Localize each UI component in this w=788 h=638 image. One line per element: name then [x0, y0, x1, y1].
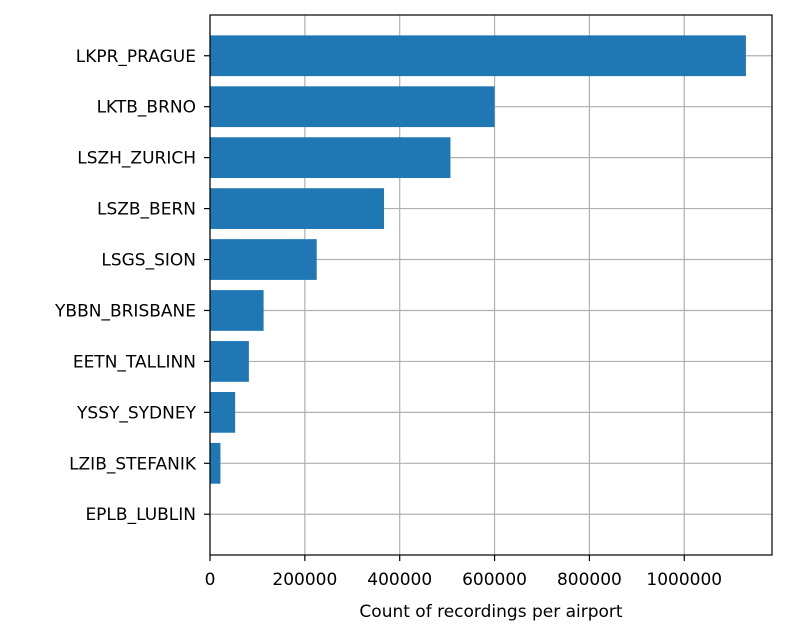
x-tick-label: 200000 — [272, 570, 337, 590]
bar-eetn-tallinn — [210, 341, 249, 382]
bar-lktb-brno — [210, 86, 495, 128]
y-tick-label: LKTB_BRNO — [97, 98, 196, 118]
bar-lszh-zurich — [210, 137, 451, 179]
axis-ticks: LKPR_PRAGUE LKTB_BRNO LSZH_ZURICH LSZB_BERN… — [54, 47, 722, 590]
bars — [210, 35, 746, 484]
bar-lkpr-prague — [210, 35, 746, 77]
y-tick-label: YBBN_BRISBANE — [54, 301, 196, 321]
y-tick-label: LKPR_PRAGUE — [76, 47, 196, 67]
bar-lzib-stefanik — [210, 442, 221, 484]
x-tick-label: 0 — [205, 570, 216, 590]
y-tick-label: EETN_TALLINN — [73, 352, 196, 372]
x-tick-label: 400000 — [367, 570, 432, 590]
x-tick-label: 1000000 — [646, 570, 722, 590]
bar-yssy-sydney — [210, 391, 236, 433]
y-tick-label: LZIB_STEFANIK — [69, 454, 197, 474]
bar-lszb-bern — [210, 188, 385, 229]
y-tick-label: EPLB_LUBLIN — [85, 505, 196, 525]
bar-ybbn-brisbane — [210, 290, 264, 331]
x-axis-title: Count of recordings per airport — [359, 602, 622, 622]
x-tick-label: 800000 — [557, 570, 622, 590]
plot-frame — [209, 14, 773, 556]
bar-lsgs-sion — [210, 239, 317, 280]
y-tick-label: YSSY_SYDNEY — [76, 403, 197, 423]
y-tick-label: LSZB_BERN — [97, 200, 196, 220]
x-tick-label: 600000 — [462, 570, 527, 590]
y-tick-label: LSZH_ZURICH — [77, 149, 196, 169]
y-tick-label: LSGS_SION — [101, 251, 196, 271]
